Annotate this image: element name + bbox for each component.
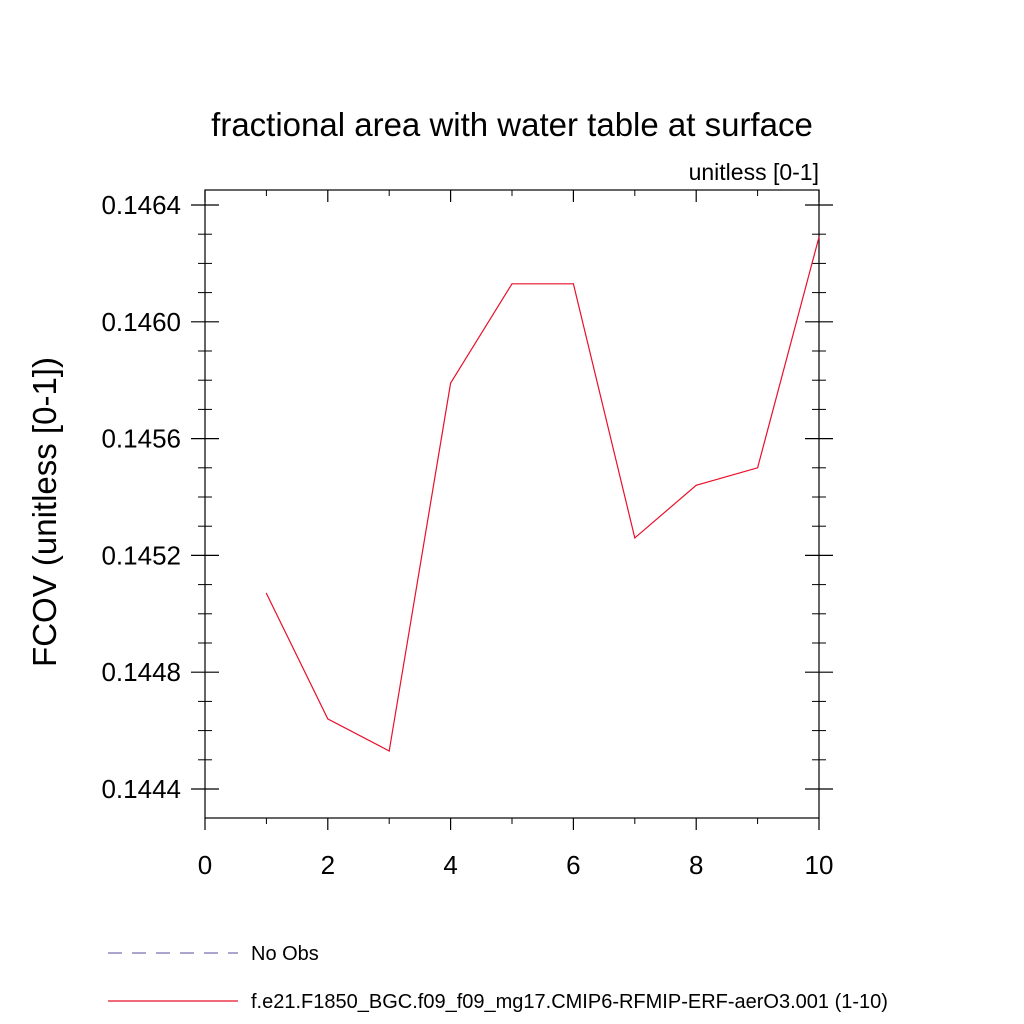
- chart-subtitle: unitless [0-1]: [689, 159, 819, 185]
- y-tick-label: 0.1460: [101, 307, 181, 337]
- series-line: [265, 236, 820, 752]
- y-axis-label: FCOV (unitless [0-1]): [26, 357, 63, 667]
- x-tick-label: 2: [321, 850, 335, 880]
- data-point: [695, 484, 697, 486]
- chart-title: fractional area with water table at surf…: [211, 106, 813, 143]
- x-tick-label: 10: [805, 850, 834, 880]
- legend-label: f.e21.F1850_BGC.f09_f09_mg17.CMIP6-RFMIP…: [251, 991, 888, 1013]
- data-point: [327, 718, 329, 720]
- y-tick-label: 0.1452: [101, 540, 181, 570]
- y-tick-label: 0.1448: [101, 657, 181, 687]
- data-point: [572, 283, 575, 285]
- plot-axes: 0 2 4 6 8 10 0.1444 0.1448 0.1452 0.1456 0.1460 0.1…: [101, 189, 834, 880]
- data-point: [388, 750, 390, 752]
- x-tick-label: 4: [443, 850, 457, 880]
- y-tick-label: 0.1456: [101, 424, 181, 454]
- y-tick-label: 0.1444: [101, 774, 181, 804]
- x-tick-label: 0: [198, 850, 212, 880]
- data-point: [634, 537, 636, 539]
- data-point: [265, 592, 267, 594]
- data-point: [450, 382, 452, 384]
- legend: No Obs f.e21.F1850_BGC.f09_f09_mg17.CMIP6…: [108, 943, 888, 1013]
- x-tick-label: 8: [689, 850, 703, 880]
- data-point: [757, 467, 759, 469]
- y-tick-label: 0.1464: [101, 190, 181, 220]
- data-point: [818, 236, 820, 238]
- legend-label: No Obs: [251, 943, 319, 965]
- x-tick-label: 6: [566, 850, 580, 880]
- series-layer: [265, 236, 820, 752]
- data-point: [511, 283, 513, 285]
